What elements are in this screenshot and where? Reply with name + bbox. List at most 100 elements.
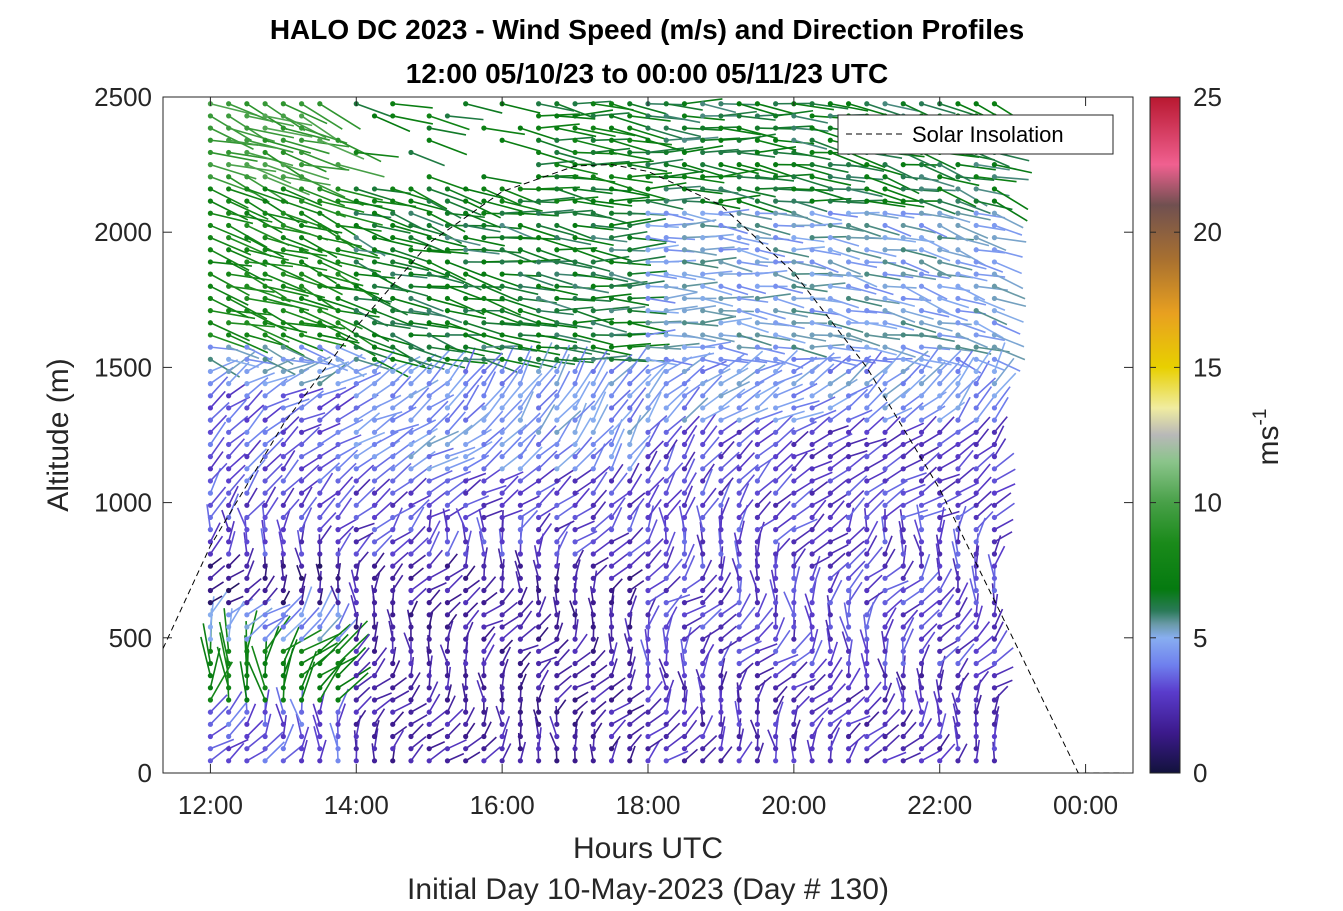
wind-barb-head [937, 454, 943, 460]
wind-barb-head [991, 697, 998, 703]
wind-barb-head [882, 733, 888, 740]
wind-barb [884, 236, 916, 243]
wind-barb-head [900, 222, 906, 229]
wind-barb [319, 394, 340, 409]
wind-barb-head [244, 466, 250, 472]
wind-barb-head [754, 648, 760, 654]
wind-barb [209, 522, 221, 543]
wind-barb [410, 321, 449, 329]
wind-barb-head [608, 417, 615, 423]
wind-barb [515, 571, 522, 591]
wind-barb-head [262, 490, 268, 496]
wind-barb-head [371, 320, 378, 326]
wind-barb-head [937, 198, 943, 204]
wind-barb [373, 565, 386, 579]
wind-barb-head [226, 563, 232, 569]
wind-barb-head [481, 746, 487, 752]
wind-barb [392, 551, 409, 567]
wind-barb-head [280, 271, 286, 277]
wind-barb-head [627, 368, 633, 375]
wind-barb-head [663, 405, 669, 411]
wind-barb-head [681, 563, 688, 569]
wind-barb-head [700, 514, 706, 521]
wind-barb-head [973, 514, 979, 521]
wind-barb [939, 416, 955, 433]
wind-barb-head [627, 149, 633, 156]
wind-barb [699, 692, 704, 713]
wind-barb-head [262, 162, 268, 168]
wind-barb-head [499, 551, 505, 557]
wind-barb [410, 419, 437, 434]
wind-barb-head [791, 405, 797, 411]
wind-barb [283, 151, 327, 173]
wind-barb [793, 176, 830, 189]
wind-barb [319, 657, 346, 689]
wind-barb-head [608, 259, 615, 265]
wind-barb [775, 358, 804, 369]
wind-barb-head [627, 733, 633, 740]
wind-barb-head [280, 600, 286, 606]
wind-barb-head [900, 259, 906, 265]
wind-barb [447, 446, 476, 458]
wind-barb-head [845, 368, 852, 375]
wind-barb [373, 658, 386, 677]
wind-barb [629, 434, 651, 458]
wind-barb [289, 698, 303, 725]
wind-barb-head [845, 587, 852, 594]
wind-barb-head [608, 697, 615, 703]
wind-barb-head [955, 320, 961, 326]
wind-barb-head [444, 575, 451, 581]
wind-barb-head [845, 101, 852, 107]
wind-barb [246, 372, 275, 385]
wind-barb [300, 618, 322, 640]
wind-barb [866, 273, 901, 281]
wind-barb [993, 492, 1012, 506]
wind-barb-head [590, 417, 596, 423]
wind-barb-head [827, 344, 833, 350]
wind-barb-head [773, 162, 779, 168]
wind-barb-head [463, 600, 469, 606]
wind-barb [969, 578, 977, 603]
wind-barb-head [554, 454, 560, 460]
wind-barb-head [827, 247, 833, 253]
wind-barb [866, 200, 906, 208]
wind-barb [774, 617, 786, 640]
wind-barb-head [353, 283, 359, 289]
wind-barb-head [681, 490, 688, 496]
wind-barb-head [791, 600, 797, 606]
wind-barb [501, 424, 527, 446]
wind-barb-head [918, 539, 925, 545]
wind-barb-head [371, 113, 378, 119]
wind-barb-head [918, 101, 925, 107]
wind-barb-head [663, 235, 669, 241]
wind-barb [319, 362, 348, 385]
wind-barb [520, 644, 539, 653]
wind-barb [497, 548, 503, 567]
wind-barb-head [536, 113, 542, 119]
wind-barb-head [426, 137, 432, 143]
wind-barb-head [426, 490, 432, 496]
wind-barb-head [754, 210, 760, 216]
wind-barb-head [572, 490, 578, 496]
wind-barb [921, 391, 947, 409]
wind-barb-head [864, 259, 870, 265]
wind-barb-head [918, 733, 925, 740]
wind-barb-head [937, 441, 943, 448]
wind-barb-head [335, 527, 341, 533]
wind-barb-head [700, 441, 706, 448]
wind-barb [647, 200, 684, 210]
colorbar-unit: ms [1252, 425, 1285, 465]
wind-barb-head [791, 551, 797, 557]
wind-barb [228, 742, 245, 762]
wind-barb-head [809, 514, 815, 521]
wind-barb-head [298, 235, 305, 241]
wind-barb-head [590, 162, 596, 168]
wind-barb-head [207, 563, 214, 569]
wind-barb [793, 261, 826, 270]
wind-barb-head [262, 660, 268, 667]
wind-barb-head [991, 636, 998, 642]
wind-barb-head [955, 551, 961, 557]
wind-barb-head [991, 198, 998, 204]
wind-barb-head [773, 125, 779, 131]
wind-barb-head [681, 149, 688, 156]
